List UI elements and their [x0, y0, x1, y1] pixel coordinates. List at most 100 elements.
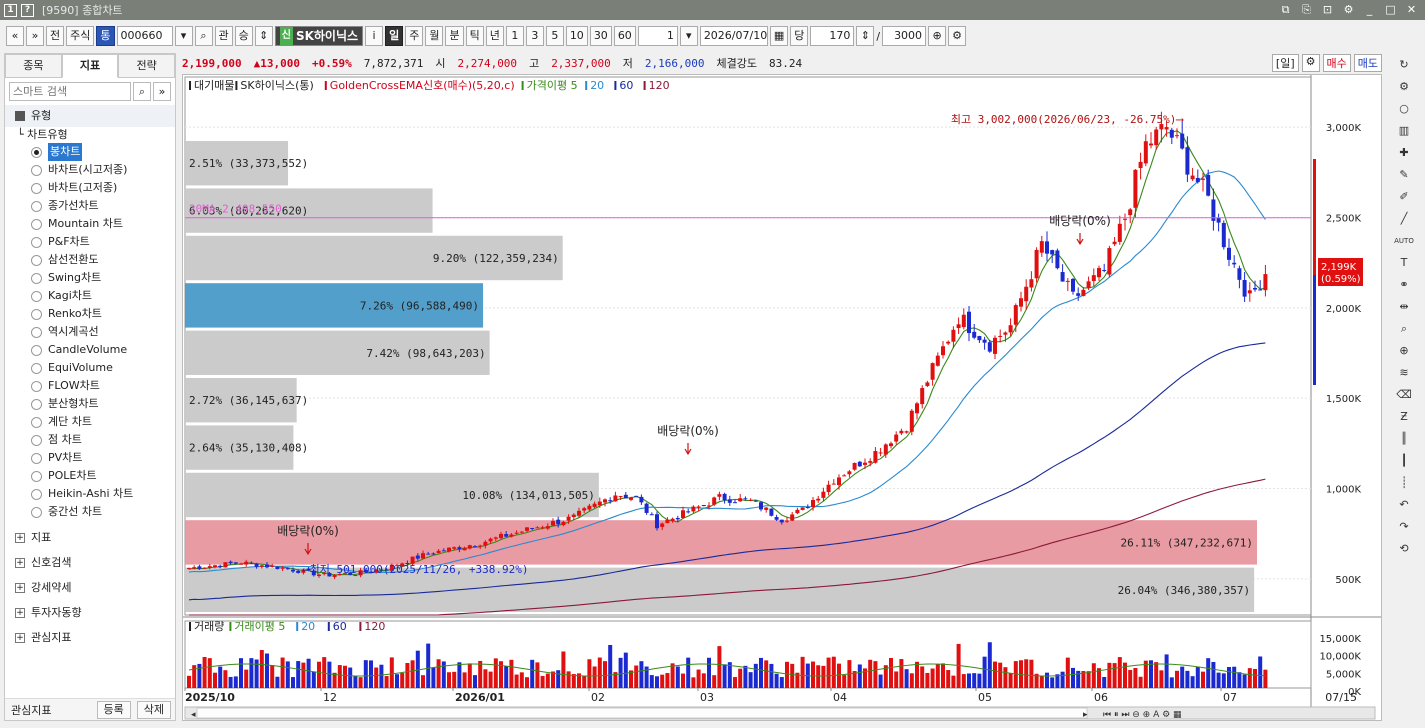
- buy-button[interactable]: 매수: [1322, 54, 1351, 72]
- trend-line-tool-icon[interactable]: ╱: [1400, 212, 1408, 225]
- chart-type-item[interactable]: POLE차트: [17, 467, 175, 485]
- section-type-header[interactable]: 유형: [5, 105, 175, 127]
- interval-5-button[interactable]: 5: [545, 26, 564, 46]
- chart-type-item[interactable]: Renko차트: [17, 305, 175, 323]
- window-copy-icon[interactable]: ⎘: [1302, 3, 1311, 16]
- register-button[interactable]: 등록: [96, 700, 131, 719]
- cross-line-tool-icon[interactable]: ✚: [1399, 146, 1409, 159]
- radio-icon[interactable]: [31, 200, 42, 212]
- pricebar-settings-icon[interactable]: ⚙: [1301, 54, 1320, 72]
- sell-button[interactable]: 매도: [1353, 54, 1382, 72]
- undo-icon[interactable]: ↶: [1399, 498, 1409, 511]
- nav-dropdown-button[interactable]: »: [26, 26, 44, 46]
- left-section[interactable]: + 강세약세: [5, 575, 175, 600]
- left-section[interactable]: + 신호검색: [5, 550, 175, 575]
- period-indicator-button[interactable]: [일]: [1271, 54, 1299, 72]
- market-type-button[interactable]: 통: [96, 26, 115, 46]
- updown-spinner-icon[interactable]: ⇕: [254, 26, 273, 46]
- chart-type-item[interactable]: P&F차트: [17, 233, 175, 251]
- left-section[interactable]: + 관심지표: [5, 625, 175, 650]
- radio-icon[interactable]: [31, 434, 42, 446]
- date-input[interactable]: 2026/07/10: [699, 26, 768, 46]
- radio-icon[interactable]: [31, 452, 42, 464]
- chart-type-item[interactable]: Swing차트: [17, 269, 175, 287]
- chart-type-item[interactable]: 바차트(고저종): [17, 179, 175, 197]
- interval-10-button[interactable]: 10: [565, 26, 588, 46]
- window-settings-icon[interactable]: ⚙: [1343, 3, 1354, 16]
- expand-plus-icon[interactable]: +: [15, 607, 25, 618]
- left-section[interactable]: + 지표: [5, 525, 175, 550]
- chart-type-item[interactable]: 봉차트: [17, 143, 175, 161]
- nav-back-button[interactable]: «: [6, 26, 24, 46]
- tab-stock[interactable]: 종목: [5, 54, 62, 78]
- zoom-in-tool-icon[interactable]: ⊕: [1399, 344, 1409, 357]
- period-month-button[interactable]: 월: [425, 26, 444, 46]
- chart-type-item[interactable]: CandleVolume: [17, 341, 175, 359]
- window-save-icon[interactable]: ⊡: [1322, 3, 1333, 16]
- gwan-button[interactable]: 관: [214, 26, 233, 46]
- dang-button[interactable]: 당: [790, 26, 809, 46]
- reset-icon[interactable]: ⟲: [1399, 542, 1409, 555]
- period-minute-button[interactable]: 분: [445, 26, 464, 46]
- radio-icon[interactable]: [31, 326, 42, 338]
- radio-icon[interactable]: [31, 290, 42, 302]
- playback-controls-icon[interactable]: ⏮ ⏸ ⏭ ⊖ ⊕ A ⚙ ▦: [1103, 710, 1182, 720]
- smart-search-input[interactable]: [9, 82, 131, 101]
- interval-60-button[interactable]: 60: [613, 26, 636, 46]
- prev-button[interactable]: 전: [46, 26, 65, 46]
- tab-strategy[interactable]: 전략: [118, 54, 176, 78]
- search-icon[interactable]: ⌕: [133, 82, 151, 101]
- bar-chart-tool-icon[interactable]: ▥: [1398, 124, 1410, 137]
- expand-plus-icon[interactable]: +: [15, 532, 25, 543]
- link-tool-icon[interactable]: ⚭: [1399, 278, 1409, 291]
- radio-icon[interactable]: [31, 308, 42, 320]
- zoom-icon[interactable]: ⊕: [928, 26, 947, 46]
- radio-icon[interactable]: [31, 380, 42, 392]
- fibonacci-tool-icon[interactable]: ≋: [1399, 366, 1409, 379]
- bar-count-input[interactable]: 170: [810, 26, 855, 46]
- gear-icon[interactable]: ⚙: [1399, 80, 1409, 93]
- left-section[interactable]: + 투자자동향: [5, 600, 175, 625]
- chart-type-item[interactable]: 중간선 차트: [17, 503, 175, 521]
- seung-button[interactable]: 승: [234, 26, 253, 46]
- radio-icon[interactable]: [31, 506, 42, 518]
- radio-icon[interactable]: [31, 470, 42, 482]
- fit-tool-icon[interactable]: ⇹: [1399, 300, 1409, 313]
- window-minimize-icon[interactable]: _: [1366, 3, 1373, 16]
- radio-icon[interactable]: [31, 488, 42, 500]
- chart-type-item[interactable]: 삼선전환도: [17, 251, 175, 269]
- radio-icon[interactable]: [31, 146, 42, 158]
- chart-type-item[interactable]: EquiVolume: [17, 359, 175, 377]
- zigzag-tool-icon[interactable]: Ƶ: [1400, 410, 1408, 423]
- expand-plus-icon[interactable]: +: [15, 582, 25, 593]
- tab-indicator[interactable]: 지표: [61, 54, 119, 78]
- chart-settings-icon[interactable]: ⚙: [948, 26, 967, 46]
- chart-type-item[interactable]: PV차트: [17, 449, 175, 467]
- interval-3-button[interactable]: 3: [525, 26, 544, 46]
- brush-tool-icon[interactable]: ✐: [1399, 190, 1409, 203]
- market-button[interactable]: 주식: [66, 26, 95, 46]
- expand-down-icon[interactable]: »: [153, 82, 171, 101]
- text-tool-icon[interactable]: T: [1400, 256, 1408, 269]
- period-day-button[interactable]: 일: [385, 26, 404, 46]
- period-tick-button[interactable]: 틱: [465, 26, 484, 46]
- circle-tool-icon[interactable]: ○: [1399, 102, 1409, 115]
- chart-type-item[interactable]: Kagi차트: [17, 287, 175, 305]
- interval-count-input[interactable]: 1: [637, 26, 678, 46]
- radio-icon[interactable]: [31, 416, 42, 428]
- radio-icon[interactable]: [31, 236, 42, 248]
- scrollbar-thumb[interactable]: [196, 707, 1088, 719]
- radio-icon[interactable]: [31, 272, 42, 284]
- magnifier-tool-icon[interactable]: ⌕: [1400, 322, 1408, 335]
- eraser-tool-icon[interactable]: ⌫: [1396, 388, 1412, 401]
- chart-type-item[interactable]: 분산형차트: [17, 395, 175, 413]
- calendar-icon[interactable]: ▦: [769, 26, 789, 46]
- chart-type-item[interactable]: Heikin-Ashi 차트: [17, 485, 175, 503]
- scroll-left-icon[interactable]: ◂: [191, 710, 196, 720]
- bar-count-spinner-icon[interactable]: ⇕: [856, 26, 875, 46]
- radio-icon[interactable]: [31, 344, 42, 356]
- vertical-lines-tool-icon[interactable]: ║: [1400, 432, 1408, 445]
- redo-icon[interactable]: ↷: [1399, 520, 1409, 533]
- chart-type-item[interactable]: 종가선차트: [17, 197, 175, 215]
- chart-area[interactable]: 500K 1,000K 1,500K 2,000K 2,500K 3,000K 2.51% …: [182, 74, 1382, 721]
